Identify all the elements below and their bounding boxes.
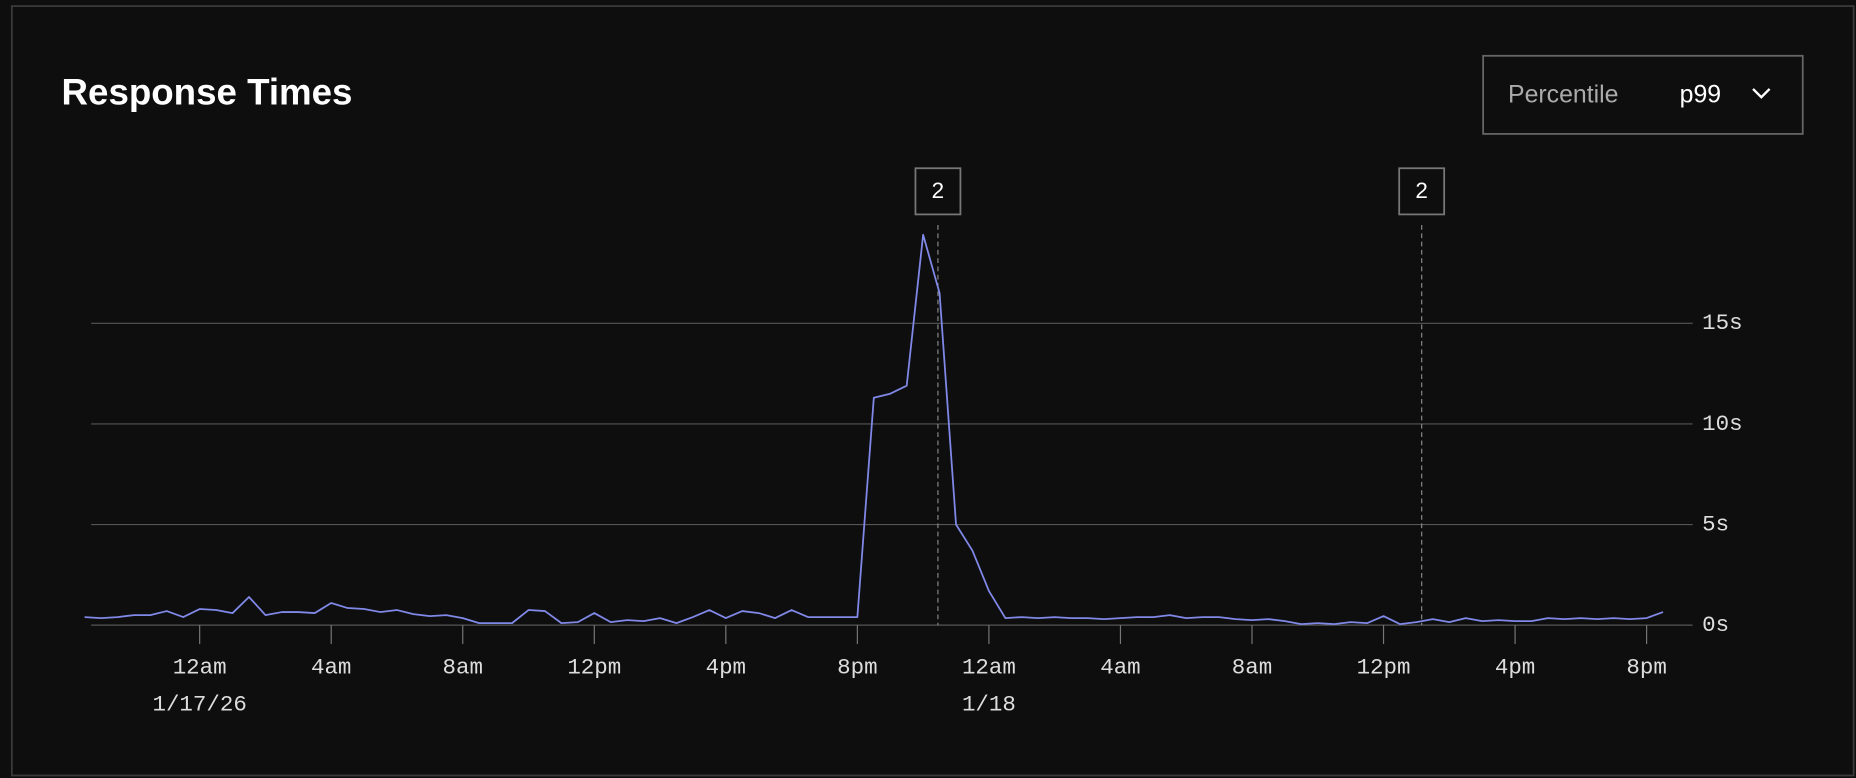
x-tick-label: 12pm xyxy=(567,655,621,681)
x-tick-label: 8pm xyxy=(837,655,877,681)
x-tick-label: 4am xyxy=(311,655,351,681)
x-date-label: 1/18 xyxy=(962,691,1016,717)
panel-border xyxy=(10,5,1855,777)
x-tick-label: 12pm xyxy=(1357,655,1411,681)
y-tick-label: 5s xyxy=(1702,511,1729,537)
x-tick-label: 4am xyxy=(1100,655,1140,681)
dropdown-box[interactable] xyxy=(1482,54,1804,135)
dropdown-label: Percentile xyxy=(1508,82,1618,109)
x-tick-label: 12am xyxy=(962,655,1016,681)
x-date-label: 1/17/26 xyxy=(152,691,246,717)
x-tick-label: 8am xyxy=(443,655,483,681)
x-tick-label: 4pm xyxy=(1495,655,1535,681)
annotation-label: 2 xyxy=(932,178,945,203)
x-tick-label: 8pm xyxy=(1626,655,1666,681)
dropdown-value: p99 xyxy=(1680,82,1721,109)
annotation-box xyxy=(1398,167,1446,216)
chart-title: Response Times xyxy=(62,72,353,113)
annotation-label: 2 xyxy=(1415,178,1428,203)
x-tick-label: 4pm xyxy=(706,655,746,681)
dropdown-chevron xyxy=(1752,88,1771,99)
percentile-dropdown[interactable]: Percentile p99 xyxy=(1482,54,1804,135)
x-tick-label: 8am xyxy=(1232,655,1272,681)
annotation-box xyxy=(914,167,962,216)
y-tick-label: 10s xyxy=(1702,411,1742,437)
y-tick-label: 0s xyxy=(1702,612,1729,638)
y-tick-label: 15s xyxy=(1702,310,1742,336)
x-tick-label: 12am xyxy=(173,655,227,681)
data-line xyxy=(84,233,1664,626)
